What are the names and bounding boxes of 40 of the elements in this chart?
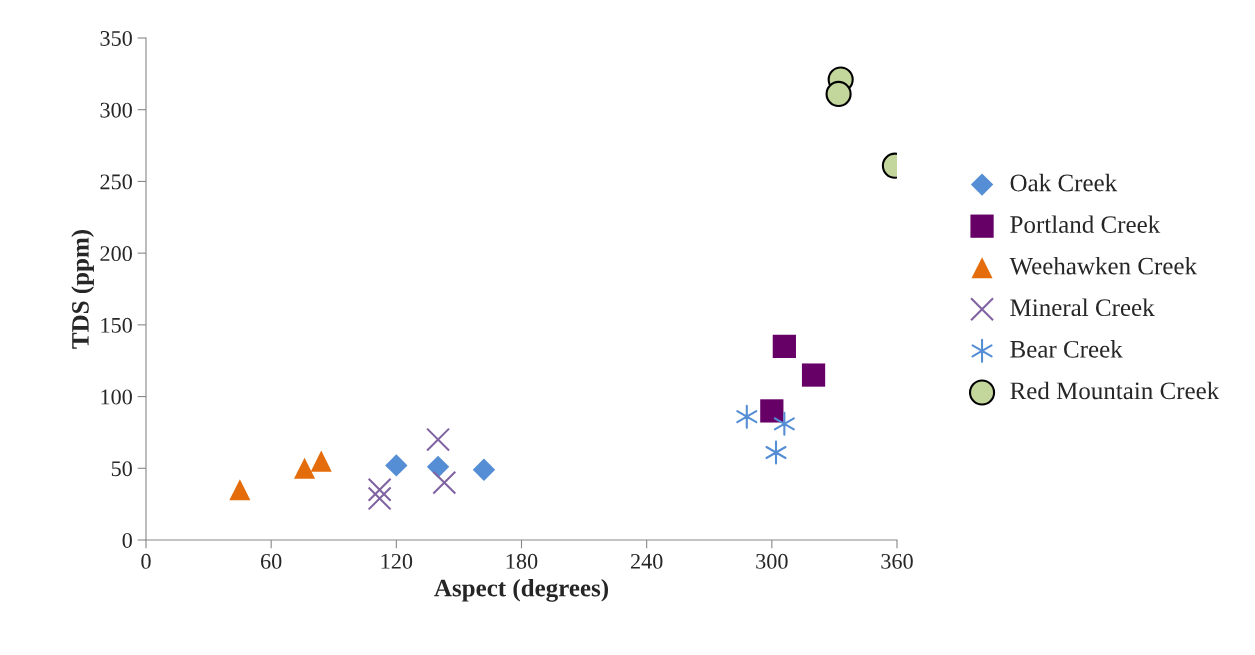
point (760, 399, 784, 423)
point (472, 458, 496, 481)
point (801, 363, 826, 387)
x-tick-label: 120 (381, 553, 413, 569)
point (229, 479, 251, 501)
y-tick-label: 250 (100, 174, 132, 190)
point (772, 334, 796, 358)
point (367, 477, 392, 502)
y-tick-label: 200 (100, 246, 132, 262)
y-tick-label: 300 (100, 102, 132, 118)
point (385, 454, 408, 477)
legend-label: Bear Creek (1010, 340, 1123, 358)
legend-label: Red Mountain Creek (1010, 381, 1220, 400)
legend-label: Portland Creek (1010, 215, 1161, 233)
x-axis-title: Aspect (degrees) (434, 578, 608, 602)
legend-label: Mineral Creek (1010, 298, 1155, 317)
x-tick-label: 360 (881, 553, 913, 569)
x-tick-label: 240 (630, 553, 663, 569)
y-tick-label: 100 (101, 389, 132, 405)
legend-label: Weehawken Creek (1009, 256, 1198, 275)
y-tick-label: 0 (122, 532, 132, 548)
point (765, 440, 787, 465)
point (825, 80, 852, 108)
y-tick-label: 350 (100, 30, 132, 46)
x-tick-label: 180 (506, 553, 538, 569)
y-axis-title: TDS (ppm) (71, 230, 94, 349)
point (432, 470, 457, 495)
x-tick-label: 0 (141, 553, 151, 569)
point (310, 450, 332, 472)
point (426, 455, 450, 479)
x-tick-label: 300 (756, 553, 788, 569)
point (736, 404, 758, 429)
y-tick-label: 150 (101, 317, 132, 333)
x-tick-label: 60 (261, 553, 282, 569)
legend-label: Oak Creek (1010, 173, 1118, 192)
point (294, 457, 316, 479)
point (367, 486, 392, 511)
point (773, 411, 795, 436)
y-tick-label: 50 (111, 461, 132, 477)
point (426, 427, 451, 452)
